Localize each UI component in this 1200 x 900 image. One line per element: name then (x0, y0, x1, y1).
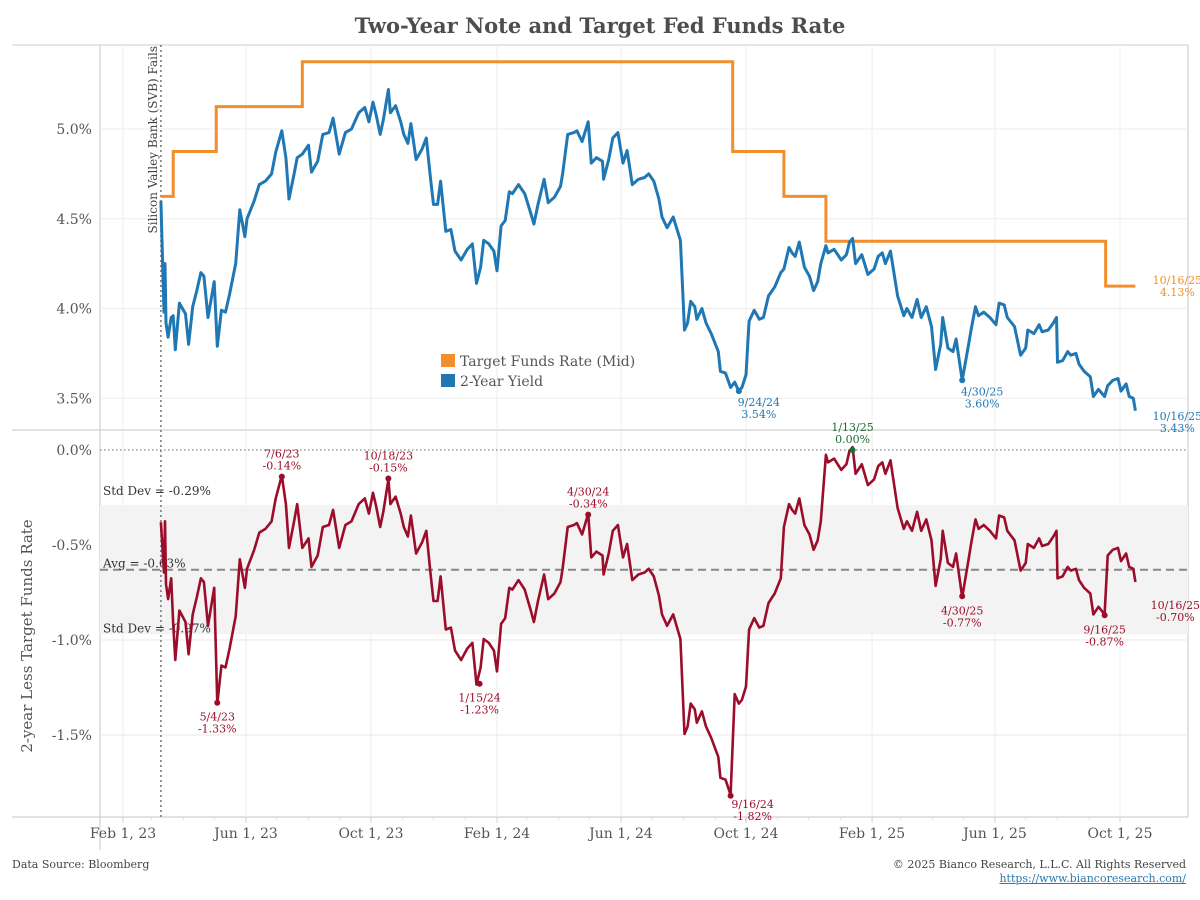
annotation-date: 5/4/23 (200, 711, 235, 724)
y-tick-label: 4.0% (56, 302, 92, 318)
x-tick-label: Oct 1, 23 (338, 826, 403, 842)
data-source: Data Source: Bloomberg (12, 858, 150, 871)
x-tick-label: Feb 1, 24 (464, 826, 530, 842)
annotation-date: 9/16/25 (1083, 623, 1125, 636)
annotations: 9/24/243.54%4/30/253.60%10/16/253.43%10/… (198, 274, 1200, 823)
annotation-dot (385, 475, 392, 482)
std-dev-band: Std Dev = -0.29% Avg = -0.63% Std Dev = -0… (100, 449, 1188, 635)
std-lower-label: Std Dev = -0.97% (103, 621, 211, 635)
annotation-value: -0.77% (943, 616, 982, 629)
y-tick-label: 0.0% (56, 443, 92, 459)
annotation-value: -1.82% (733, 810, 772, 823)
annotation-value: 3.60% (965, 397, 1000, 410)
y-tick-label: 5.0% (56, 122, 92, 138)
two-year-yield-line (159, 88, 1137, 412)
legend: Target Funds Rate (Mid) 2-Year Yield (441, 354, 635, 390)
axes: Feb 1, 23 Jun 1, 23 Oct 1, 23 Feb 1, 24 Jun … (18, 122, 1153, 842)
y-tick-label: -1.0% (52, 633, 92, 649)
annotation-value: -0.34% (569, 498, 608, 511)
annotation-date: 10/16/25 (1151, 599, 1200, 612)
top-panel-grid (100, 45, 1188, 430)
annotation-dot (585, 511, 592, 518)
annotation-date: 10/18/23 (364, 450, 413, 463)
annotation-date: 10/16/25 (1153, 410, 1200, 423)
y-tick-label: 3.5% (56, 391, 92, 407)
annotation-date: 4/30/25 (941, 604, 983, 617)
annotation-dot (476, 680, 483, 687)
annotation-date: 7/6/23 (264, 448, 299, 461)
top-panel-series (159, 60, 1137, 412)
x-tick-label: Jun 1, 24 (587, 826, 653, 842)
annotation-dot (278, 473, 285, 480)
bottom-panel-series (159, 445, 1137, 797)
std-upper-label: Std Dev = -0.29% (103, 484, 211, 498)
chart-frame (12, 44, 1189, 850)
annotation-value: 0.00% (835, 433, 870, 446)
legend-label-yield: 2-Year Yield (460, 374, 543, 390)
annotation-dot (727, 792, 734, 799)
x-tick-label: Jun 1, 23 (212, 826, 278, 842)
annotation-date: 9/16/24 (731, 798, 773, 811)
spread-line (159, 445, 1137, 797)
annotation-value: 3.43% (1160, 422, 1195, 435)
x-tick-label: Jun 1, 25 (961, 826, 1027, 842)
y-tick-label: -0.5% (52, 538, 92, 554)
annotation-value: -1.33% (198, 723, 237, 736)
chart-title: Two-Year Note and Target Fed Funds Rate (355, 13, 846, 38)
annotation-value: -1.23% (460, 704, 499, 717)
footer-credits: © 2025 Bianco Research, L.L.C. All Right… (893, 858, 1186, 886)
annotation-date: 4/30/24 (567, 486, 609, 499)
avg-label: Avg = -0.63% (102, 557, 186, 571)
annotation-dot (959, 377, 966, 384)
legend-swatch-yield (441, 374, 455, 387)
annotation-date: 9/24/24 (738, 396, 780, 409)
y-tick-label: 4.5% (56, 212, 92, 228)
x-tick-label: Feb 1, 25 (839, 826, 905, 842)
annotation-date: 4/30/25 (961, 385, 1003, 398)
annotation-value: -0.70% (1156, 611, 1195, 624)
x-tick-label: Feb 1, 23 (90, 826, 156, 842)
svb-label: Silicon Valley Bank (SVB) Fails (146, 46, 160, 233)
fed-funds-line (160, 60, 1136, 288)
annotation-dot (959, 593, 966, 600)
annotation-date: 1/13/25 (831, 421, 873, 434)
svb-event-line: Silicon Valley Bank (SVB) Fails (146, 45, 162, 817)
legend-swatch-fed (441, 354, 455, 367)
x-tick-label: Oct 1, 25 (1087, 826, 1152, 842)
annotation-value: -0.14% (262, 460, 301, 473)
annotation-date: 10/16/25 (1153, 274, 1200, 287)
annotation-dot (849, 447, 856, 453)
annotation-dot (214, 699, 221, 706)
annotation-dot (1101, 612, 1108, 619)
annotation-value: -0.15% (369, 462, 408, 475)
annotation-value: -0.87% (1085, 635, 1124, 648)
annotation-value: 3.54% (741, 408, 776, 421)
y-tick-label: -1.5% (52, 728, 92, 744)
copyright: © 2025 Bianco Research, L.L.C. All Right… (892, 858, 1186, 871)
annotation-value: 4.13% (1160, 286, 1195, 299)
website-link[interactable]: https://www.biancoresearch.com/ (999, 872, 1186, 885)
annotation-date: 1/15/24 (458, 692, 500, 705)
annotation-dot (735, 388, 742, 395)
legend-label-fed: Target Funds Rate (Mid) (460, 354, 635, 370)
y-axis-title: 2-year Less Target Funds Rate (18, 519, 36, 752)
x-tick-label: Oct 1, 24 (713, 826, 778, 842)
